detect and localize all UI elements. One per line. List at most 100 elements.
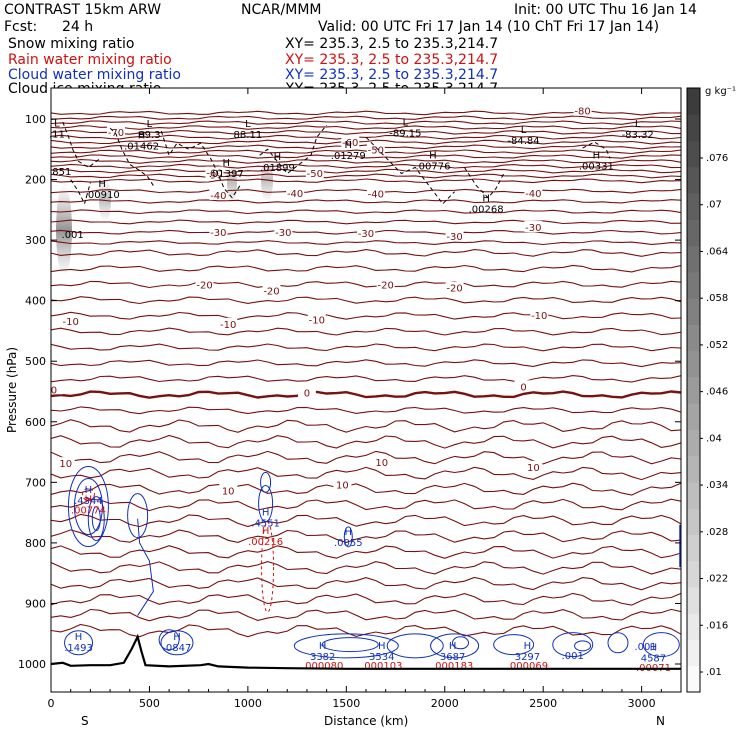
temperature-contours <box>51 110 681 638</box>
rain-contour <box>81 487 95 501</box>
temperature-contour-line <box>51 139 681 145</box>
y-tick-label: 100 <box>25 113 46 126</box>
colorbar-swatch <box>687 298 700 325</box>
snow-center-value: .00268 <box>469 204 504 215</box>
temperature-contour-line <box>51 115 681 121</box>
x-tick-label: 1000 <box>234 697 262 710</box>
temperature-label-bg <box>357 227 375 239</box>
cloud-water-center-symbol: H <box>262 508 270 519</box>
temperature-label-bg <box>514 380 533 392</box>
temperature-label-bg <box>573 104 592 116</box>
temperature-contour-line <box>51 482 681 496</box>
temperature-contour-label: -20 <box>446 284 462 295</box>
rain-center-value: .000103 <box>361 661 402 672</box>
temperature-label-bg <box>209 225 228 237</box>
temperature-contour-label: -30 <box>358 229 374 240</box>
snow-center-symbol: H <box>593 150 601 161</box>
temperature-label-bg <box>307 313 326 325</box>
temperature-contour-line <box>51 375 681 383</box>
temperature-label-bg <box>305 167 324 179</box>
temperature-label-bg <box>56 457 75 469</box>
temperature-contour-label: 0 <box>51 385 57 396</box>
legend-rain: Rain water mixing ratio <box>8 52 172 68</box>
temperature-contour-labels: 10 10 10 10 10 0 0 0 -10 -10 -10 -10 -20 -20 -20 -20 -30… <box>44 104 592 497</box>
snow-center-symbol: L <box>54 118 60 129</box>
temperature-contour-label: -30 <box>446 232 462 243</box>
cloud-water-center-value: .0847 <box>163 643 192 654</box>
temperature-contour-line <box>51 592 681 606</box>
temperature-label-bg <box>524 460 543 472</box>
temperature-contour-line <box>51 199 681 204</box>
temperature-contour-line <box>51 219 681 225</box>
colorbar-tick-label: .052 <box>706 340 728 351</box>
y-tick-label: 800 <box>25 537 46 550</box>
cloud-water-contour <box>430 633 480 659</box>
cloud-water-center-value: 3687 <box>440 652 465 663</box>
snow-center-value: .00331 <box>579 161 614 172</box>
cloud-water-contour <box>64 630 94 656</box>
temperature-label-bg <box>524 187 543 199</box>
snow-contour-line <box>160 130 241 199</box>
colorbar-unit: g kg⁻¹ <box>705 86 736 97</box>
snow-center-value: .00910 <box>85 190 120 201</box>
rain-center-value: .00216 <box>248 537 283 548</box>
forecast-hour: 24 h <box>62 19 93 35</box>
x-tick-label: 0 <box>48 697 55 710</box>
temperature-contour-label: -40 <box>525 189 541 200</box>
snow-center-value: .01279 <box>331 151 366 162</box>
temperature-contour-label: -60 <box>342 138 358 149</box>
snow-contour-line <box>365 136 455 205</box>
temperature-label-bg <box>106 125 125 137</box>
colorbar-tick-label: .034 <box>706 480 728 491</box>
temperature-contour-line <box>51 406 681 415</box>
cloud-water-contour <box>158 629 180 651</box>
snow-contours <box>62 121 611 206</box>
temperature-contour-label: -40 <box>368 190 384 201</box>
x-tick-label: 2000 <box>431 697 459 710</box>
temperature-contour-line <box>51 343 681 352</box>
temperature-contour-line <box>51 359 681 368</box>
snow-center-value: .00776 <box>415 161 450 172</box>
snow-center-symbol: L <box>635 119 641 130</box>
temperature-label-bg <box>530 308 549 320</box>
temperature-contour-line <box>51 498 681 512</box>
x-axis-label: Distance (km) <box>324 714 408 728</box>
colorbar-swatch <box>687 508 700 535</box>
cloud-water-center-symbol: H <box>173 632 181 643</box>
temperature-label-bg <box>44 383 63 395</box>
temperature-contour-line <box>51 466 681 481</box>
cloud-water-contour <box>642 632 680 658</box>
temperature-contour-label: 0 <box>304 388 310 399</box>
temperature-contour-label: -30 <box>525 223 541 234</box>
temperature-contour-label: -30 <box>210 228 226 239</box>
temperature-contour-label: 10 <box>222 486 235 497</box>
snow-center-symbol: H <box>138 130 146 141</box>
snow-center-symbol: H <box>429 150 437 161</box>
temperature-label-bg <box>445 230 464 242</box>
snow-center-value: .11 <box>49 129 65 140</box>
snow-center-value: 851 <box>52 167 71 178</box>
rain-contours <box>81 487 275 613</box>
temperature-contour-line <box>51 529 681 543</box>
temperature-contour-line <box>51 173 681 179</box>
temperature-contour-line <box>51 159 681 164</box>
temperature-contour-line <box>51 576 681 591</box>
colorbar-swatch <box>687 114 700 142</box>
colorbar-swatch <box>687 560 700 588</box>
temperature-contour-label: -50 <box>368 145 384 156</box>
cloud-water-center-value: 3297 <box>515 652 540 663</box>
cloud-water-contours <box>64 466 681 659</box>
rain-center-value: .000080 <box>302 661 343 672</box>
snow-center-symbol: H <box>274 152 282 163</box>
y-axis-label: Pressure (hPa) <box>5 347 19 433</box>
valid-time: Valid: 00 UTC Fri 17 Jan 14 (10 ChT Fri … <box>318 19 659 35</box>
colorbar-swatch <box>687 455 700 483</box>
legend-cloud-water-xy: XY= 235.3, 2.5 to 235.3,214.7 <box>285 67 498 83</box>
cloud-water-center-value: 3382 <box>310 652 335 663</box>
cloud-water-center-value: .001 <box>562 651 584 662</box>
temperature-contour-line <box>51 545 681 559</box>
cloud-water-center-symbol: H <box>319 641 327 652</box>
y-tick-label: 1000 <box>18 658 46 671</box>
colorbar-tick-label: .04 <box>706 433 722 444</box>
cloud-water-contour <box>67 466 109 548</box>
